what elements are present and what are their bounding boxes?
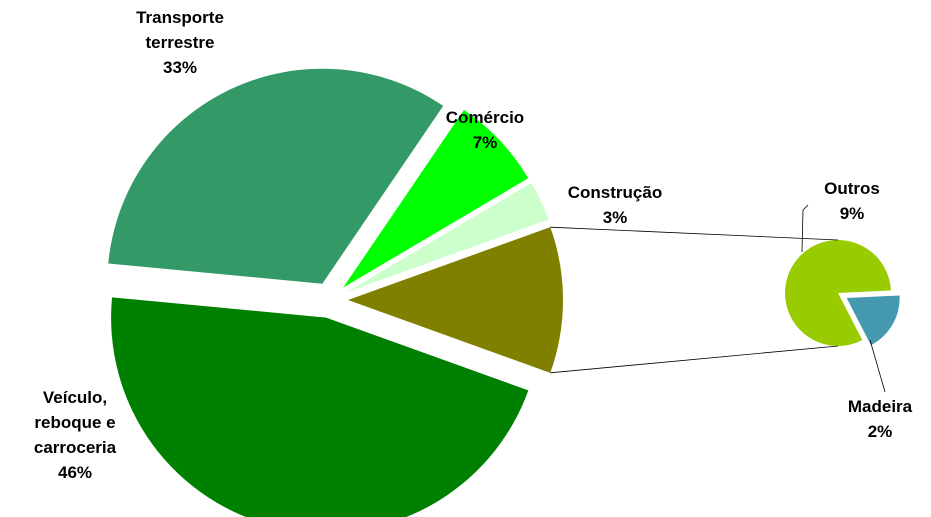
data-label: Comércio 7% <box>425 105 545 155</box>
data-label: Veículo, reboque e carroceria 46% <box>13 385 138 485</box>
data-label: Construção 3% <box>545 180 685 230</box>
label-text: Transporte terrestre <box>136 8 224 52</box>
data-label: Outros 9% <box>807 176 897 226</box>
pie-slice <box>846 295 900 346</box>
pie-slice <box>343 109 529 288</box>
label-text: 7% <box>472 133 498 152</box>
label-text: 33% <box>162 58 198 77</box>
label-text: Madeira <box>847 397 913 416</box>
label-text: 3% <box>602 208 628 227</box>
pie-slice <box>111 297 529 517</box>
label-text: 2% <box>867 422 893 441</box>
label-text: Outros <box>824 179 880 198</box>
leader-line <box>801 204 809 253</box>
pie-slice <box>108 68 444 284</box>
label-text: 46% <box>57 463 93 482</box>
data-label: Madeira 2% <box>835 394 925 444</box>
connector <box>550 345 839 374</box>
connector <box>550 226 839 241</box>
leader-line <box>869 339 886 393</box>
pie-slice <box>346 182 549 293</box>
label-text: Construção <box>567 183 663 202</box>
label-text: Comércio <box>445 108 525 127</box>
data-label: Transporte terrestre 33% <box>120 5 240 80</box>
label-text: Veículo, reboque e carroceria <box>33 388 117 457</box>
pie-slice <box>348 227 563 373</box>
pie-slice <box>784 240 891 347</box>
label-text: 9% <box>839 204 865 223</box>
